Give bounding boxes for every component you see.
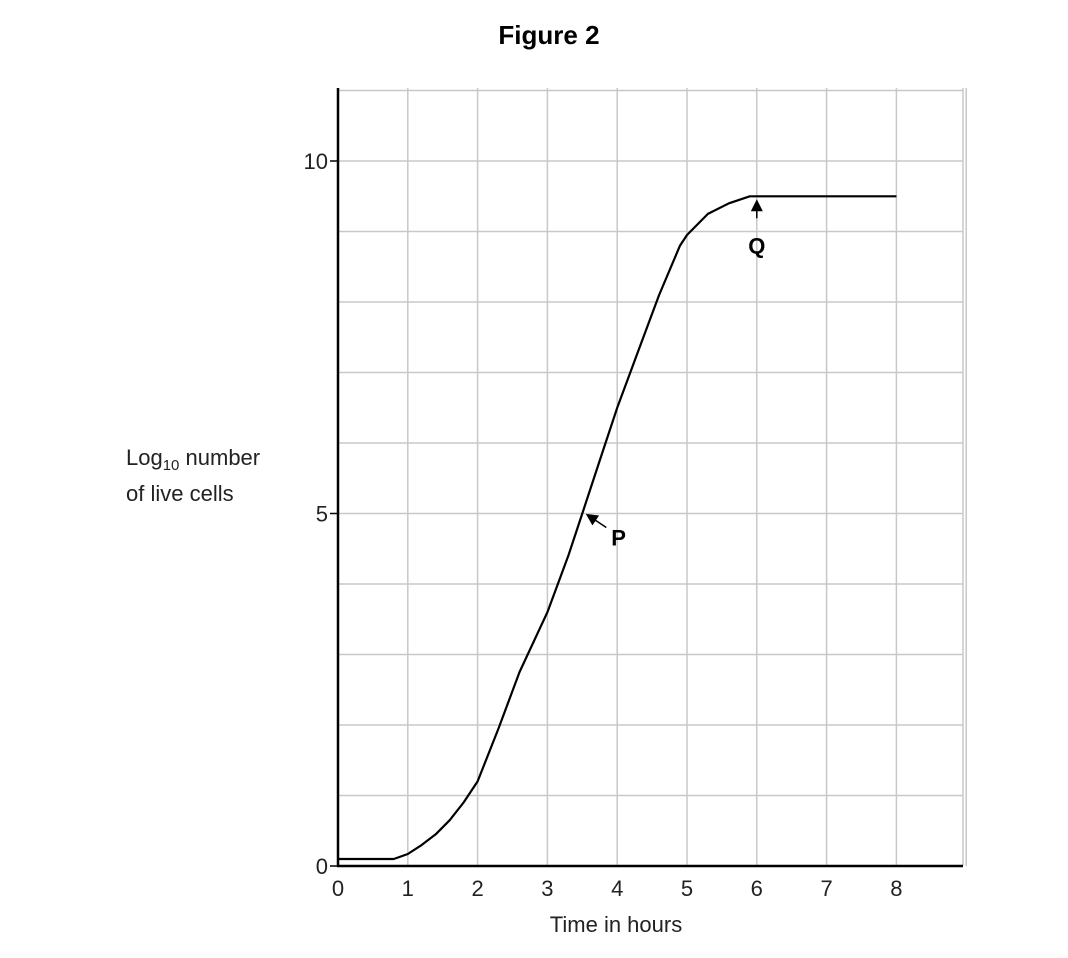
annotation-q-label: Q <box>748 233 765 258</box>
axes <box>336 88 963 868</box>
x-tick-label: 7 <box>820 876 832 901</box>
x-tick-label: 5 <box>681 876 693 901</box>
grid <box>338 88 967 866</box>
y-axis-label-prefix: Log <box>126 445 163 470</box>
x-tick-label: 2 <box>471 876 483 901</box>
annotations: PQ <box>585 199 765 551</box>
y-tick-label: 10 <box>304 149 328 174</box>
series-group <box>338 195 897 861</box>
y-tick-label: 5 <box>316 502 328 527</box>
annotation-p-label: P <box>611 526 626 551</box>
y-axis-label-rest: number <box>179 445 261 470</box>
x-tick-label: 4 <box>611 876 623 901</box>
growth-curve-line <box>338 195 897 861</box>
y-axis-label-line2: of live cells <box>126 481 234 506</box>
x-tick-label: 0 <box>332 876 344 901</box>
x-axis-label: Time in hours <box>550 912 682 937</box>
tick-labels: 0 1 2 3 4 5 6 7 8 0 5 10 <box>304 149 903 901</box>
annotation-p-arrow <box>585 513 607 529</box>
x-tick-label: 1 <box>402 876 414 901</box>
chart-title: Figure 2 <box>498 20 600 50</box>
x-tick-label: 6 <box>751 876 763 901</box>
y-tick-label: 0 <box>316 854 328 879</box>
y-axis-label-subscript: 10 <box>162 457 180 474</box>
x-tick-label: 3 <box>541 876 553 901</box>
y-axis-label: Log10 number of live cells <box>126 444 306 508</box>
x-tick-label: 8 <box>890 876 902 901</box>
